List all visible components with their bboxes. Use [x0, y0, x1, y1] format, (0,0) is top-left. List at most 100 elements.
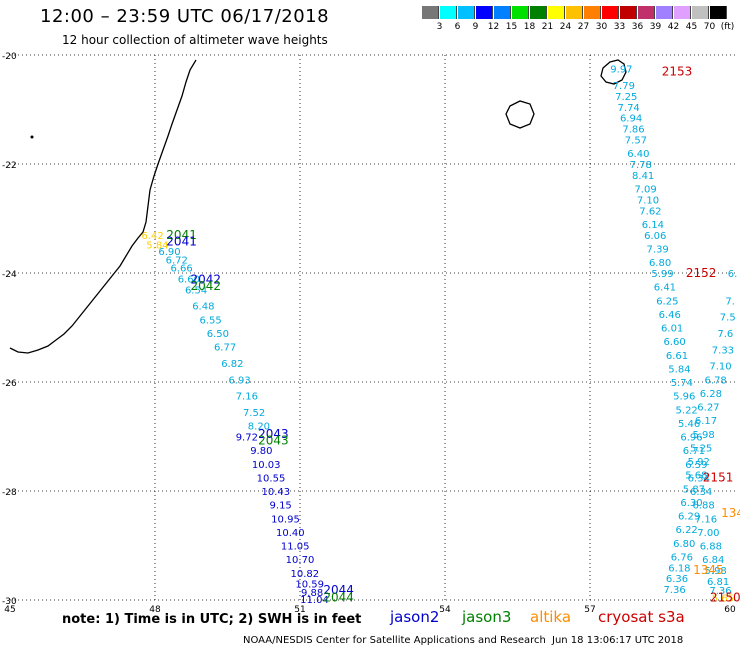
swh-value: 5.68 — [685, 471, 707, 482]
legend-satellite-cryosat-s3a: cryosat s3a — [598, 608, 685, 626]
swh-value: 5.98 — [692, 430, 714, 441]
lat-tick-label: -22 — [2, 161, 17, 171]
swh-value: 5.84 — [668, 364, 690, 375]
legend-swatch-label: 15 — [505, 22, 518, 32]
swh-value: 7.36 — [709, 586, 731, 597]
swh-value: 5.25 — [690, 443, 712, 454]
legend-swatch-label: 18 — [523, 22, 536, 32]
lat-tick-label: -20 — [2, 52, 17, 62]
swh-value: 6.27 — [697, 403, 719, 414]
legend-swatch-label: 3 — [436, 22, 443, 32]
swh-value: 11.04 — [300, 595, 329, 606]
lon-tick-label: 48 — [149, 605, 161, 615]
swh-value: 6.96 — [680, 433, 702, 444]
legend-satellite-altika: altika — [530, 608, 572, 626]
east-track: 9.97 7.797.257.746.947.867.57 6.407.788.41… — [610, 64, 740, 604]
swh-value: 10.40 — [276, 528, 305, 539]
swh-value: 5.92 — [688, 457, 710, 468]
swh-value: 7.10 — [709, 362, 731, 373]
legend-swatch — [584, 6, 601, 19]
legend-swatch-label: 6 — [454, 22, 461, 32]
swh-value: 6.30 — [680, 498, 702, 509]
legend-swatch-label: 39 — [649, 22, 662, 32]
swh-value: 6.60 — [663, 337, 685, 348]
swh-value: 6.77 — [214, 343, 236, 354]
swh-value: 7.5 — [720, 313, 736, 324]
swh-value: 7.52 — [243, 408, 265, 419]
legend-swatch-label: 45 — [685, 22, 698, 32]
swh-value: 7.00 — [697, 528, 719, 539]
pass-time-label: 1345 — [693, 563, 724, 577]
swh-value: 9.97 — [610, 65, 632, 76]
pass-time-label: 2042 — [190, 279, 221, 293]
swh-value: 6.61 — [666, 351, 688, 362]
legend-swatch — [548, 6, 565, 19]
swh-value: 6.06 — [644, 231, 666, 242]
swh-value: 10.82 — [291, 569, 320, 580]
map-title: 12:00 – 23:59 UTC 06/17/2018 — [40, 6, 330, 27]
legend-swatch-label: 30 — [595, 22, 608, 32]
swh-value: 6.80 — [673, 539, 695, 550]
pass-time-label: 2150 — [710, 590, 740, 604]
swh-value: 6.71 — [683, 446, 705, 457]
swh-value: 7.86 — [622, 125, 644, 136]
legend-swatch-label: 36 — [631, 22, 644, 32]
swh-value: 8.41 — [632, 171, 654, 182]
swh-value: 7.36 — [663, 585, 685, 596]
swh-value: 6.88 — [692, 501, 714, 512]
credit-line: NOAA/NESDIS Center for Satellite Applica… — [243, 635, 546, 646]
swh-value: 6.01 — [661, 324, 683, 335]
swh-value: 7.09 — [634, 185, 656, 196]
swh-value: 6.80 — [649, 258, 671, 269]
swh-value: 6.29 — [678, 512, 700, 523]
swh-value: 7.10 — [637, 195, 659, 206]
legend-swatch — [602, 6, 619, 19]
legend-swatch — [620, 6, 637, 19]
legend-swatch — [710, 6, 727, 19]
coastlines — [9, 59, 627, 354]
legend-swatch-label: (ft) — [720, 22, 735, 32]
legend-swatch — [674, 6, 691, 19]
lon-tick-label: 45 — [4, 605, 15, 615]
swh-value: 9.80 — [250, 446, 272, 457]
swh-value: 6.54 — [185, 285, 207, 296]
swh-value: 6.94 — [620, 114, 642, 125]
swh-value: 10.55 — [257, 473, 286, 484]
swh-value: 6.40 — [627, 149, 649, 160]
legend-swatch — [422, 6, 439, 19]
swh-value: 6.41 — [654, 283, 676, 294]
swh-value: 9.88 — [301, 588, 323, 599]
swh-value: 6.72 — [166, 255, 188, 266]
pass-time-label: 134 — [721, 506, 740, 520]
map-subtitle: 12 hour collection of altimeter wave hei… — [62, 33, 328, 47]
legend-swatch — [638, 6, 655, 19]
swh-value: 7.78 — [630, 160, 652, 171]
pass-time-label: 2153 — [662, 64, 693, 78]
swh-value: 9.72 — [236, 433, 258, 444]
pass-time-label: 2043 — [258, 427, 289, 441]
lon-tick-label: 54 — [439, 605, 451, 615]
footer-note: note: 1) Time is in UTC; 2) SWH is in fe… — [62, 612, 362, 627]
pass-time-label: 2042 — [190, 273, 221, 287]
legend-swatch-label: 70 — [703, 22, 716, 32]
lat-tick-label: -28 — [2, 488, 17, 498]
swh-value: 5.84 — [146, 241, 168, 252]
legend-swatch-label: 27 — [577, 22, 590, 32]
swh-value: 10.95 — [271, 514, 300, 525]
swh-value: 5.87 — [683, 484, 705, 495]
swh-value: 6.46 — [659, 310, 681, 321]
swh-value: 6.93 — [228, 375, 250, 386]
swh-value: 5.74 — [671, 378, 693, 389]
pass-time-label: 2041 — [166, 228, 197, 242]
swh-value: 7. — [725, 296, 735, 307]
swh-value: 6.78 — [705, 375, 727, 386]
swh-value: 6.60 — [178, 274, 200, 285]
swh-value: 7.39 — [647, 244, 669, 255]
swh-value: 6.22 — [676, 525, 698, 536]
swh-value: 10.59 — [295, 580, 324, 591]
legend-swatch-label: 12 — [487, 22, 500, 32]
swh-value: 6.28 — [700, 389, 722, 400]
swh-value: 5.99 — [651, 269, 673, 280]
legend-swatch-label: 42 — [667, 22, 680, 32]
